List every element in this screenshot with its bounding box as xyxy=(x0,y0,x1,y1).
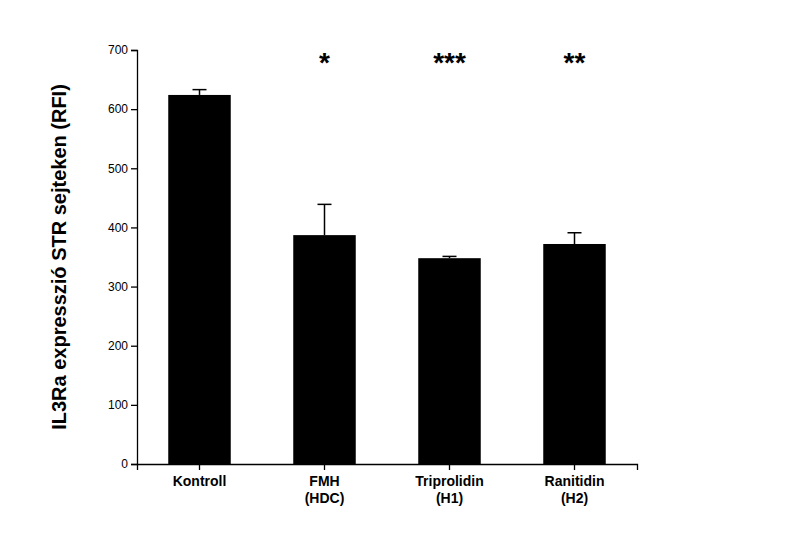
y-tick-label: 0 xyxy=(121,457,128,471)
y-tick-mark xyxy=(131,405,137,406)
error-stem xyxy=(324,204,326,235)
x-tick-label: Triprolidin(H1) xyxy=(415,473,483,507)
x-tick: Ranitidin(H2) xyxy=(545,464,605,506)
bar xyxy=(543,244,606,464)
y-tick-mark xyxy=(131,168,137,169)
x-tick: Triprolidin(H1) xyxy=(415,464,483,506)
y-tick: 600 xyxy=(108,102,137,116)
y-tick-mark xyxy=(131,50,137,51)
error-bar xyxy=(443,256,457,258)
y-tick: 200 xyxy=(108,339,137,353)
error-stem xyxy=(199,90,201,95)
x-tick-label-line: FMH xyxy=(309,473,339,489)
chart: 0 100 200 300 400 500 600 700 Kontroll FMH(HDC) Tr… xyxy=(0,0,787,557)
y-tick-label: 500 xyxy=(108,162,128,176)
x-tick-label-line: Triprolidin xyxy=(415,473,483,489)
y-tick-mark xyxy=(131,464,137,465)
x-tick-mark xyxy=(324,464,325,470)
x-tick-label: Ranitidin(H2) xyxy=(545,473,605,507)
bar xyxy=(293,235,356,464)
error-cap xyxy=(443,256,457,258)
y-tick: 700 xyxy=(108,43,137,57)
significance-label: ** xyxy=(564,47,586,78)
error-bar xyxy=(318,204,332,235)
x-tick-label: FMH(HDC) xyxy=(305,473,345,507)
y-tick-label: 600 xyxy=(108,102,128,116)
error-bar xyxy=(568,233,582,244)
significance-label: *** xyxy=(433,47,466,78)
y-axis: 0 100 200 300 400 500 600 700 xyxy=(108,43,138,471)
y-tick: 500 xyxy=(108,162,137,176)
significance: ****** xyxy=(319,47,585,78)
bar xyxy=(418,258,481,464)
y-tick-label: 400 xyxy=(108,221,128,235)
x-tick-label-line: (H2) xyxy=(561,490,588,506)
y-tick-mark xyxy=(131,227,137,228)
y-axis-line xyxy=(131,51,138,465)
x-tick-label-line: Ranitidin xyxy=(545,473,605,489)
x-tick-mark xyxy=(449,464,450,470)
x-tick-label-line: Kontroll xyxy=(173,473,227,489)
y-tick: 0 xyxy=(121,457,137,471)
bar xyxy=(168,95,231,464)
y-tick-mark xyxy=(131,109,137,110)
y-tick-label: 300 xyxy=(108,280,128,294)
y-tick: 400 xyxy=(108,221,137,235)
error-cap xyxy=(568,232,582,234)
error-cap xyxy=(318,204,332,206)
y-tick-label: 700 xyxy=(108,43,128,57)
y-tick-mark xyxy=(131,286,137,287)
x-tick-label-line: (H1) xyxy=(436,490,463,506)
plot-area xyxy=(168,90,606,464)
y-axis-title: IL3Ra expresszió STR sejteken (RFI) xyxy=(48,84,70,430)
x-axis-line xyxy=(138,465,638,471)
y-tick: 300 xyxy=(108,280,137,294)
x-tick: FMH(HDC) xyxy=(305,464,345,506)
y-tick-label: 200 xyxy=(108,339,128,353)
y-tick-label: 100 xyxy=(108,398,128,412)
error-stem xyxy=(574,233,576,244)
error-bar xyxy=(193,90,207,95)
x-axis: Kontroll FMH(HDC) Triprolidin(H1) Ranitidin… xyxy=(138,464,638,506)
y-tick: 100 xyxy=(108,398,137,412)
x-tick-label-line: (HDC) xyxy=(305,490,345,506)
x-tick-label: Kontroll xyxy=(173,473,227,489)
x-tick-mark xyxy=(574,464,575,470)
significance-label: * xyxy=(319,47,330,78)
error-cap xyxy=(193,89,207,91)
y-tick-mark xyxy=(131,346,137,347)
x-tick-mark xyxy=(199,464,200,470)
x-tick: Kontroll xyxy=(173,464,227,489)
